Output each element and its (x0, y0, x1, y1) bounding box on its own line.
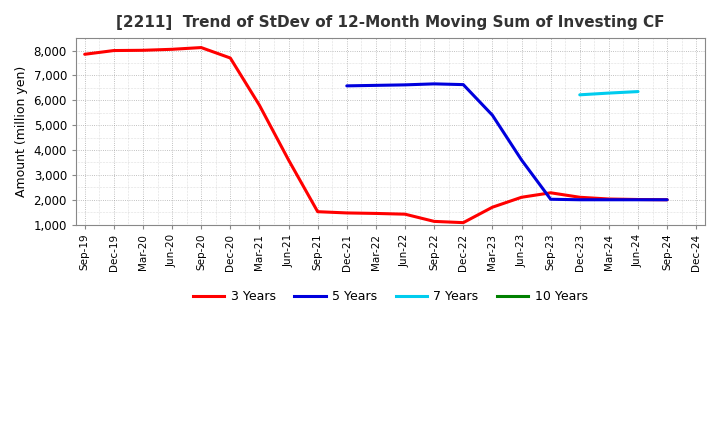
Title: [2211]  Trend of StDev of 12-Month Moving Sum of Investing CF: [2211] Trend of StDev of 12-Month Moving… (116, 15, 665, 30)
3 Years (197, 45, 205, 50)
3 Years (139, 48, 148, 53)
3 Years (168, 47, 176, 52)
3 Years (634, 197, 642, 202)
3 Years (81, 51, 89, 57)
5 Years (401, 82, 410, 88)
5 Years (663, 197, 672, 202)
5 Years (605, 197, 613, 202)
5 Years (575, 197, 584, 202)
Line: 7 Years: 7 Years (580, 92, 638, 95)
3 Years (430, 219, 438, 224)
3 Years (605, 196, 613, 202)
7 Years (605, 91, 613, 96)
3 Years (313, 209, 322, 214)
3 Years (546, 190, 555, 195)
3 Years (372, 211, 380, 216)
5 Years (430, 81, 438, 87)
3 Years (517, 194, 526, 200)
5 Years (459, 82, 467, 87)
5 Years (517, 158, 526, 163)
5 Years (634, 197, 642, 202)
3 Years (459, 220, 467, 225)
3 Years (488, 205, 497, 210)
3 Years (575, 194, 584, 200)
Legend: 3 Years, 5 Years, 7 Years, 10 Years: 3 Years, 5 Years, 7 Years, 10 Years (188, 285, 593, 308)
5 Years (546, 197, 555, 202)
3 Years (255, 103, 264, 108)
Line: 3 Years: 3 Years (85, 48, 667, 223)
Line: 5 Years: 5 Years (347, 84, 667, 200)
3 Years (284, 158, 293, 163)
3 Years (343, 210, 351, 216)
3 Years (663, 197, 672, 202)
3 Years (226, 55, 235, 61)
7 Years (575, 92, 584, 97)
Y-axis label: Amount (million yen): Amount (million yen) (15, 66, 28, 197)
3 Years (109, 48, 118, 53)
5 Years (343, 83, 351, 88)
3 Years (401, 212, 410, 217)
5 Years (372, 83, 380, 88)
7 Years (634, 89, 642, 94)
5 Years (488, 113, 497, 118)
